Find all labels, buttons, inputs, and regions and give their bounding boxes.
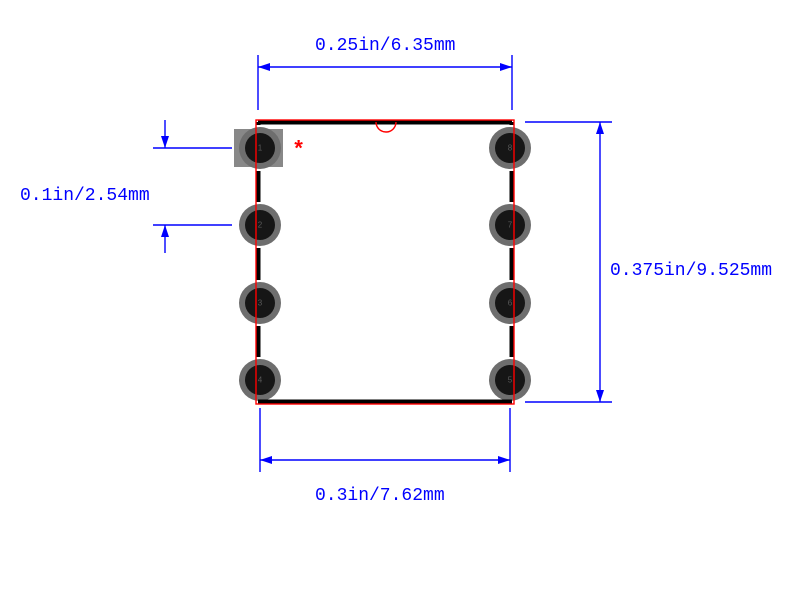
pin-7: 7 — [489, 204, 531, 246]
pin1-marker-asterisk: * — [292, 138, 305, 163]
pin-1-label: 1 — [258, 144, 263, 153]
pin-6: 6 — [489, 282, 531, 324]
pin-2: 2 — [239, 204, 281, 246]
pin-5: 5 — [489, 359, 531, 401]
pin-8: 8 — [489, 127, 531, 169]
pin-4-label: 4 — [258, 376, 263, 385]
dim-right-height: 0.375in/9.525mm — [610, 261, 772, 281]
pin-5-label: 5 — [508, 376, 513, 385]
pin-3-label: 3 — [258, 299, 263, 308]
dim-top-width: 0.25in/6.35mm — [315, 36, 455, 56]
footprint-diagram: 1 2 3 4 5 6 7 8 * 0.25in/6.35mm 0.3in/7.62mm 0.375i… — [0, 0, 800, 612]
dim-left-pinspacing: 0.1in/2.54mm — [20, 186, 150, 206]
pin-4: 4 — [239, 359, 281, 401]
pin-6-label: 6 — [508, 299, 513, 308]
pin-1: 1 — [239, 127, 281, 169]
pin-3: 3 — [239, 282, 281, 324]
dim-bottom-pitch: 0.3in/7.62mm — [315, 486, 445, 506]
pin-7-label: 7 — [508, 221, 513, 230]
pin-2-label: 2 — [258, 221, 263, 230]
pin-8-label: 8 — [508, 144, 513, 153]
